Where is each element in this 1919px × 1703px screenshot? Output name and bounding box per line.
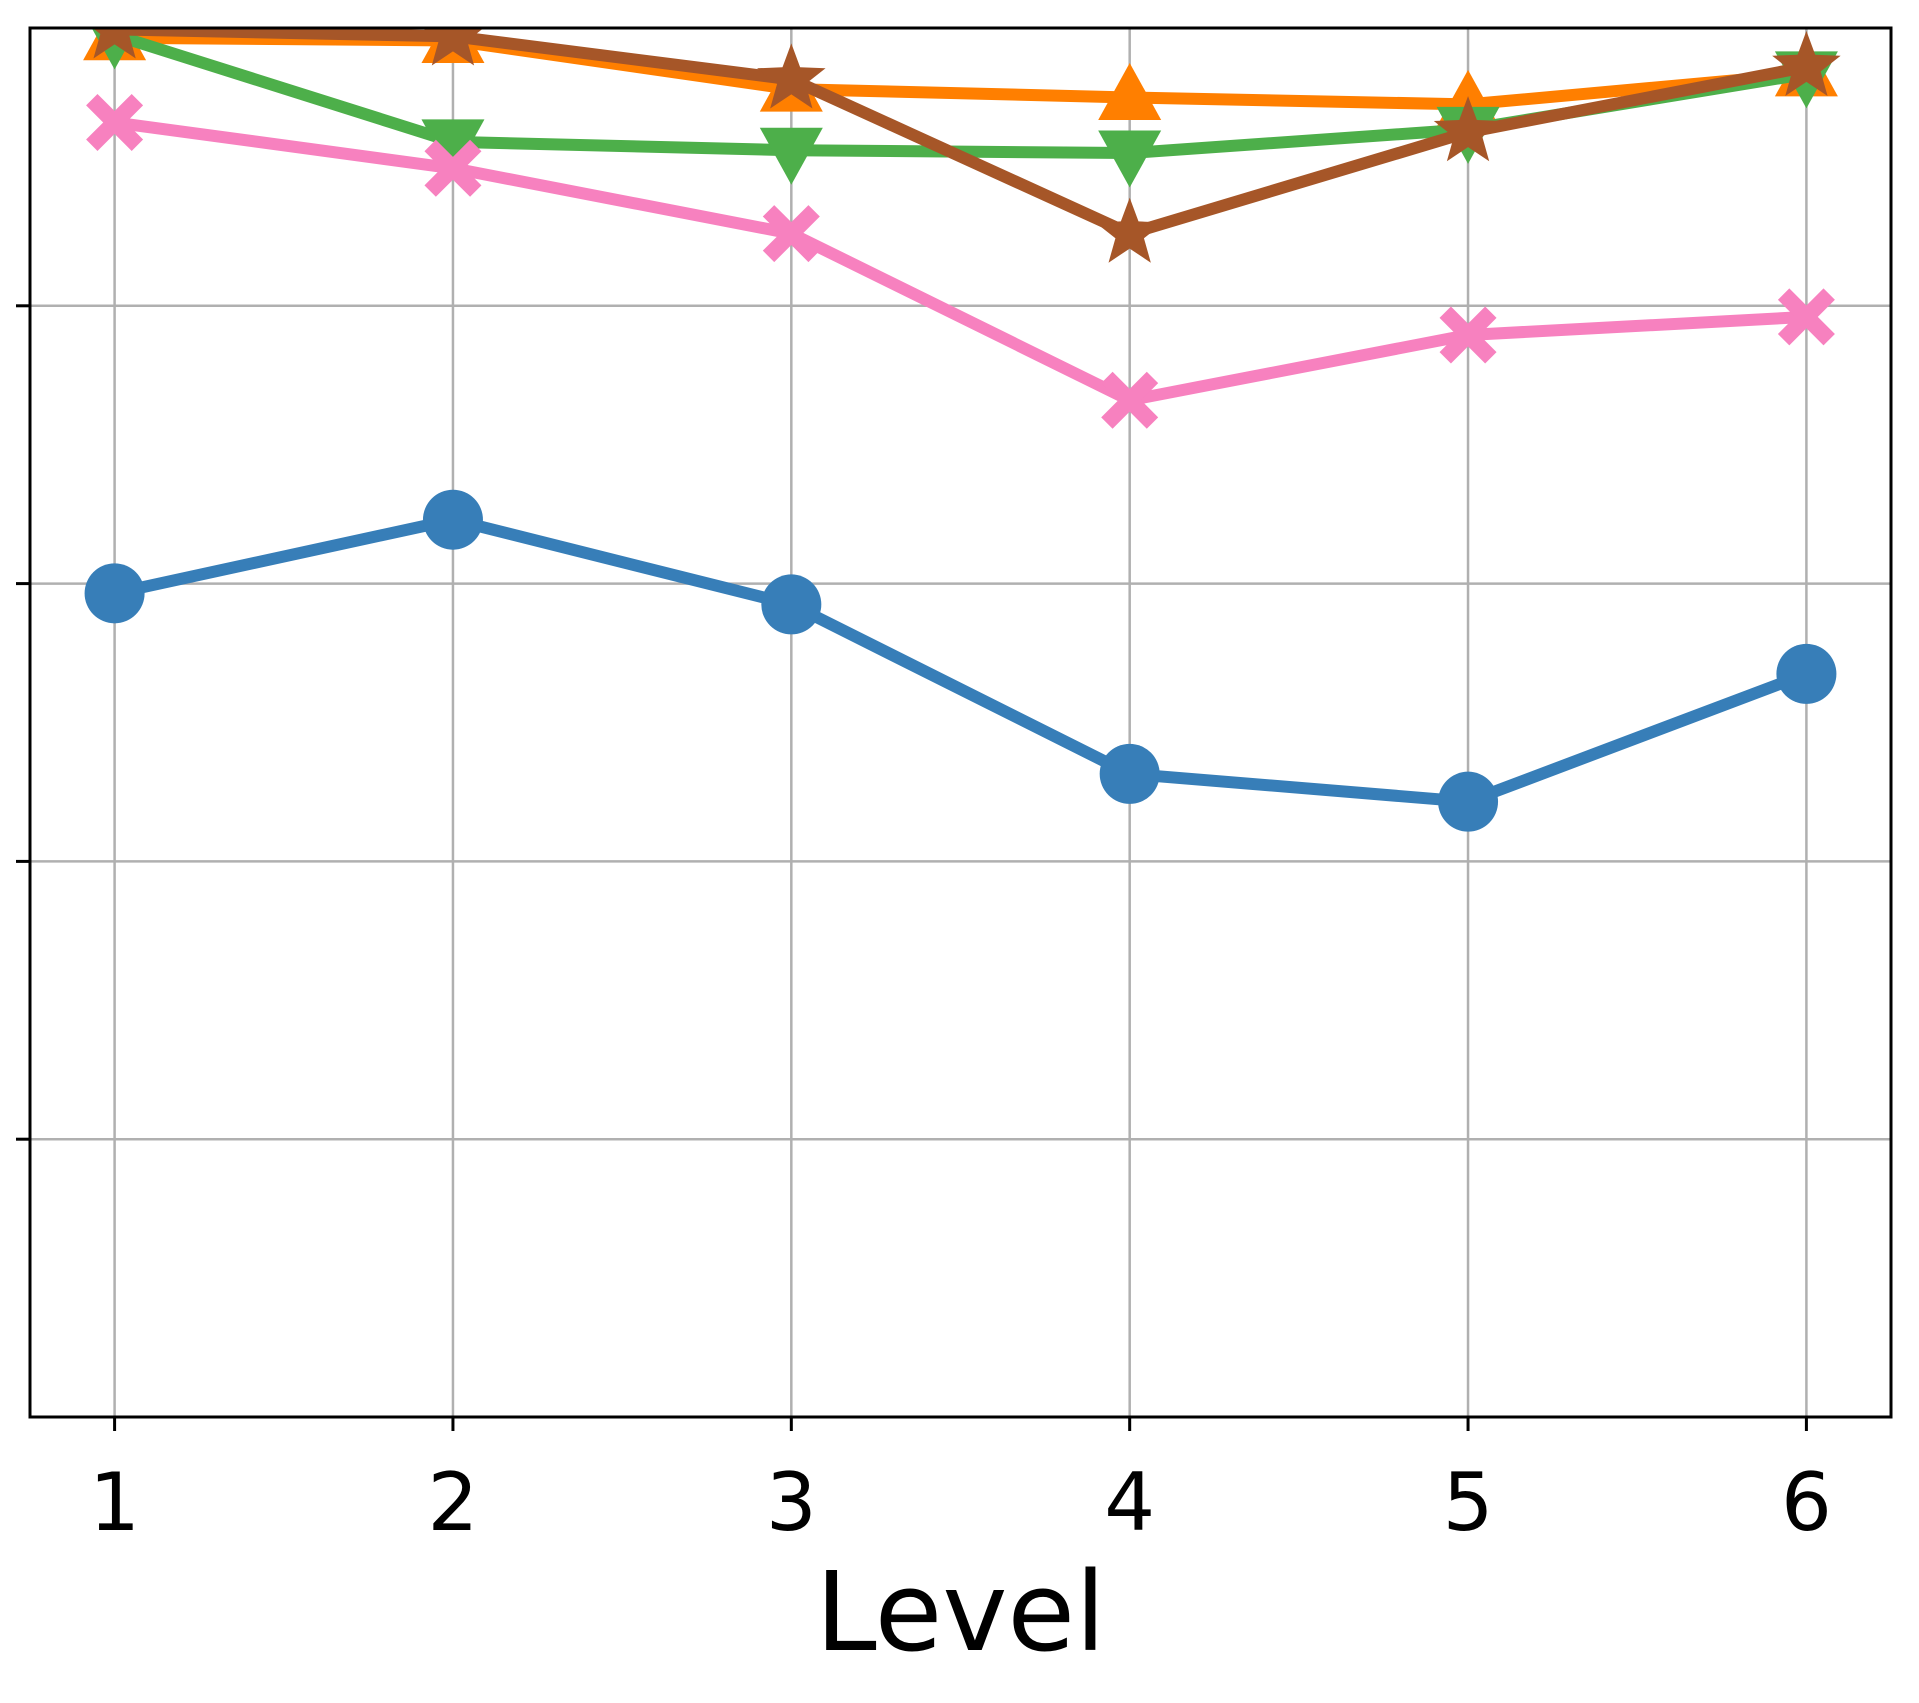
series-5-point-5 (1433, 96, 1503, 162)
series-1-point-3 (761, 574, 822, 635)
series-3-point-4 (1098, 130, 1162, 188)
x-tick-label-2: 2 (428, 1456, 479, 1549)
x-ticks: 1 2 3 4 5 6 (16, 304, 1832, 1549)
x-axis-title: Level (815, 1548, 1105, 1676)
series-5-point-4 (1095, 197, 1164, 263)
series-5-point-1 (92, 28, 137, 59)
series-5-point-3 (757, 43, 826, 109)
series-4-point-3 (762, 205, 820, 263)
series-4-point-6 (1777, 288, 1835, 346)
series-5-point-6 (1772, 30, 1841, 97)
x-tick-label-1: 1 (89, 1456, 140, 1549)
series-4-point-4 (1101, 371, 1159, 429)
series-group (83, 28, 1841, 832)
series-3-point-3 (759, 127, 823, 185)
series-4-line (108, 116, 1813, 407)
series-1-point-2 (422, 489, 483, 550)
series-1-point-1 (84, 563, 145, 624)
series-1-point-6 (1776, 643, 1837, 704)
series-1-point-5 (1438, 771, 1499, 832)
x-tick-label-5: 5 (1443, 1456, 1494, 1549)
series-1-line (108, 513, 1813, 808)
series-4 (86, 93, 1835, 429)
plot-frame (28, 26, 1893, 1419)
x-tick-label-4: 4 (1104, 1456, 1155, 1549)
series-4-point-2 (424, 139, 482, 197)
series-1-point-4 (1099, 743, 1160, 804)
series-5-line (108, 28, 1813, 240)
series-1 (84, 489, 1837, 832)
series-3-point-2 (421, 119, 485, 177)
series-2-line (108, 31, 1813, 111)
grid-lines (30, 28, 1891, 1417)
series-4-point-5 (1439, 306, 1497, 364)
series-5 (92, 28, 1841, 263)
series-2-point-4 (1098, 62, 1162, 120)
x-tick-label-6: 6 (1781, 1456, 1832, 1549)
series-5-point-2 (422, 28, 484, 66)
series-4-point-1 (86, 93, 144, 151)
x-tick-label-3: 3 (766, 1456, 817, 1549)
